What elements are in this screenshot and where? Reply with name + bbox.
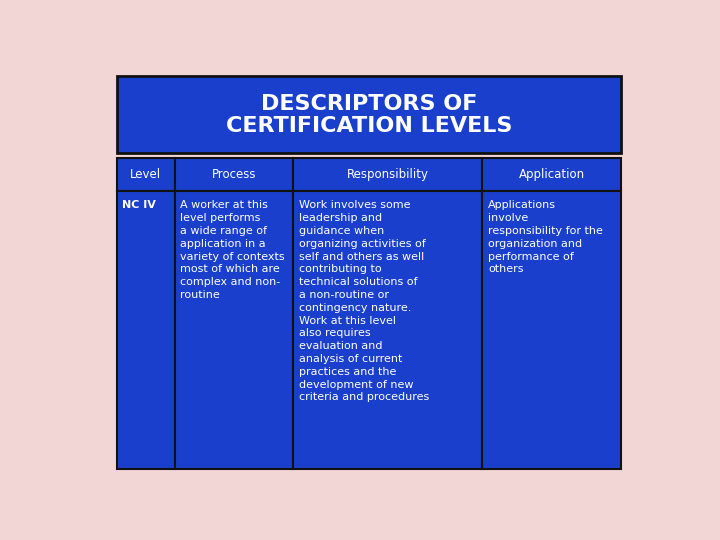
FancyBboxPatch shape	[175, 158, 293, 191]
FancyBboxPatch shape	[117, 158, 175, 191]
FancyBboxPatch shape	[293, 191, 482, 469]
Text: Work involves some
leadership and
guidance when
organizing activities of
self an: Work involves some leadership and guidan…	[299, 200, 429, 402]
FancyBboxPatch shape	[117, 77, 621, 153]
Text: Application: Application	[519, 168, 585, 181]
Text: DESCRIPTORS OF: DESCRIPTORS OF	[261, 94, 477, 114]
Text: NC IV: NC IV	[122, 200, 156, 211]
Text: CERTIFICATION LEVELS: CERTIFICATION LEVELS	[226, 116, 512, 136]
FancyBboxPatch shape	[293, 158, 482, 191]
Text: A worker at this
level performs
a wide range of
application in a
variety of cont: A worker at this level performs a wide r…	[181, 200, 285, 300]
FancyBboxPatch shape	[117, 191, 175, 469]
FancyBboxPatch shape	[482, 158, 621, 191]
Text: Process: Process	[212, 168, 256, 181]
Text: Responsibility: Responsibility	[347, 168, 429, 181]
FancyBboxPatch shape	[482, 191, 621, 469]
FancyBboxPatch shape	[175, 191, 293, 469]
Text: Level: Level	[130, 168, 161, 181]
Text: Applications
involve
responsibility for the
organization and
performance of
othe: Applications involve responsibility for …	[488, 200, 603, 274]
